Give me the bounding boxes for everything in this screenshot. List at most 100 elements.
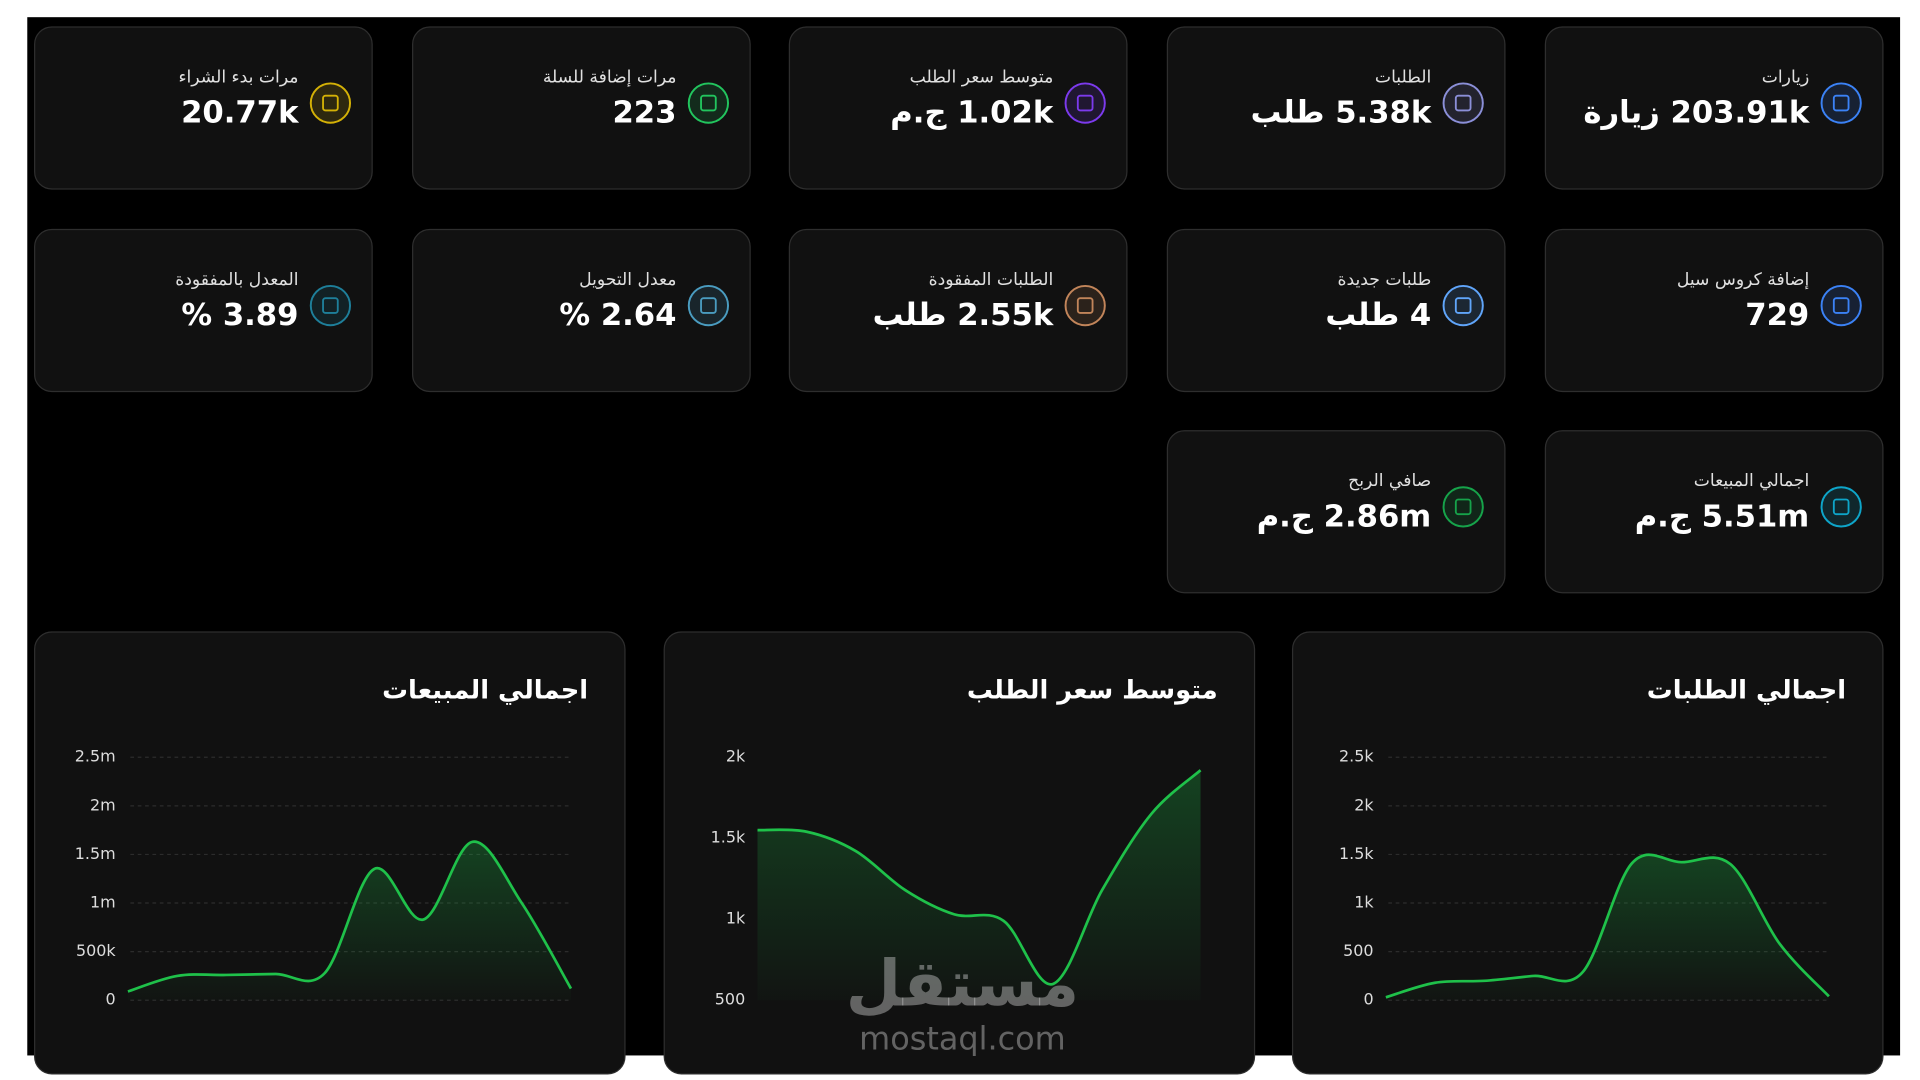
card-icon-glyph: [1454, 498, 1472, 516]
card-label: اجمالي المبيعات: [1694, 471, 1810, 491]
kpi-cards: زيارات 203.91k زيارة الطلبات 5.38k طلب متوسط…: [34, 26, 1884, 594]
card-icon-glyph: [1832, 498, 1850, 516]
card-label: مرات بدء الشراء: [178, 67, 298, 87]
card-icon-glyph: [322, 297, 339, 314]
kpi-card: متوسط سعر الطلب 1.02k ج.م: [788, 26, 1128, 190]
kpi-card: مرات إضافة للسلة 223: [412, 26, 751, 190]
card-icon: [1442, 82, 1484, 124]
area: [1385, 854, 1829, 1001]
card-value: 223: [612, 96, 676, 131]
card-value: 3.89 %: [181, 298, 298, 333]
line: [757, 769, 1202, 986]
card-value: 5.38k طلب: [1251, 96, 1432, 131]
y-tick-label: 1.5k: [711, 828, 746, 847]
y-tick-label: 1.5m: [75, 844, 116, 863]
y-tick-label: 2k: [726, 747, 746, 766]
card-box: [1544, 430, 1884, 594]
chart-card: اجمالي الطلبات 0 500 1k 1.5k 2k 2.5k: [1291, 631, 1884, 1075]
kpi-card: الطلبات المفقودة 2.55k طلب: [788, 228, 1128, 393]
chart-title: متوسط سعر الطلب: [967, 675, 1218, 705]
card-value: 203.91k زيارة: [1583, 96, 1810, 131]
card-box: [788, 26, 1128, 190]
card-label: صافي الربح: [1348, 471, 1431, 491]
kpi-card: زيارات 203.91k زيارة: [1544, 26, 1884, 190]
y-tick-label: 1m: [90, 893, 116, 912]
card-box: [412, 26, 751, 190]
y-tick-label: 2.5m: [75, 747, 116, 766]
card-label: الطلبات: [1375, 67, 1431, 87]
card-box: [34, 26, 373, 190]
y-tick-label: 2.5k: [1339, 747, 1374, 766]
chart-card: متوسط سعر الطلب 500 1k 1.5k 2k: [663, 631, 1256, 1075]
card-label: متوسط سعر الطلب: [910, 67, 1054, 87]
card-icon: [1820, 486, 1862, 528]
card-box: [788, 228, 1128, 393]
card-icon-glyph: [1076, 94, 1094, 112]
card-icon-glyph: [700, 297, 717, 314]
line: [1385, 853, 1830, 999]
y-tick-label: 1k: [1354, 893, 1374, 912]
line: [127, 840, 573, 993]
card-value: 2.55k طلب: [873, 298, 1054, 333]
card-icon-glyph: [322, 94, 339, 112]
y-tick-label: 2m: [90, 795, 116, 814]
card-label: الطلبات المفقودة: [929, 270, 1054, 290]
card-box: [1166, 228, 1506, 393]
y-tick-label: 2k: [1354, 795, 1374, 814]
card-icon: [309, 284, 352, 327]
card-box: [1166, 26, 1506, 190]
card-box: [1544, 26, 1884, 190]
card-icon: [687, 82, 730, 124]
card-icon: [1064, 82, 1106, 124]
card-icon-glyph: [1832, 297, 1850, 314]
y-tick-label: 1.5k: [1339, 844, 1374, 863]
y-tick-label: 500: [715, 990, 745, 1009]
y-tick-label: 500k: [76, 941, 116, 960]
card-label: إضافة كروس سيل: [1677, 270, 1809, 290]
area: [757, 770, 1201, 1001]
kpi-card: مرات بدء الشراء 20.77k: [34, 26, 373, 190]
y-tick-label: 500: [1343, 941, 1373, 960]
card-value: 729: [1745, 298, 1809, 333]
y-tick-label: 0: [105, 990, 115, 1009]
card-icon-glyph: [1832, 94, 1850, 112]
kpi-card: طلبات جديدة 4 طلب: [1166, 228, 1506, 393]
card-label: مرات إضافة للسلة: [543, 67, 677, 87]
chart-title: اجمالي الطلبات: [1647, 675, 1846, 705]
card-icon: [309, 82, 352, 124]
card-icon: [1820, 82, 1862, 124]
kpi-card: صافي الربح 2.86m ج.م: [1166, 430, 1506, 594]
card-label: معدل التحويل: [579, 270, 676, 290]
y-tick-label: 1k: [726, 909, 746, 928]
kpi-card: معدل التحويل 2.64 %: [412, 228, 751, 393]
kpi-card: إضافة كروس سيل 729: [1544, 228, 1884, 393]
card-icon-glyph: [1454, 297, 1472, 314]
card-value: 2.86m ج.م: [1257, 499, 1432, 534]
card-icon: [1820, 284, 1862, 327]
watermark-logo: مستقل: [846, 948, 1079, 1022]
card-icon: [1442, 284, 1484, 327]
card-value: 4 طلب: [1325, 298, 1431, 333]
card-label: المعدل بالمفقودة: [175, 270, 298, 290]
card-value: 1.02k ج.م: [890, 96, 1054, 131]
kpi-card: المعدل بالمفقودة 3.89 %: [34, 228, 373, 393]
card-icon: [1442, 486, 1484, 528]
card-label: طلبات جديدة: [1337, 270, 1431, 290]
chart-title: اجمالي المبيعات: [382, 675, 588, 705]
card-value: 2.64 %: [559, 298, 676, 333]
card-icon-glyph: [1076, 297, 1094, 314]
chart-card: اجمالي المبيعات 0 500k 1m 1.5m 2m 2.5m: [34, 631, 626, 1075]
kpi-card: اجمالي المبيعات 5.51m ج.م: [1544, 430, 1884, 594]
y-tick-label: 0: [1363, 990, 1373, 1009]
card-box: [1166, 430, 1506, 594]
watermark-url: mostaql.com: [859, 1020, 1066, 1058]
card-icon: [687, 284, 730, 327]
card-box: [412, 228, 751, 393]
card-box: [34, 228, 373, 393]
kpi-card: الطلبات 5.38k طلب: [1166, 26, 1506, 190]
card-value: 20.77k: [181, 96, 299, 131]
card-icon-glyph: [1454, 94, 1472, 112]
